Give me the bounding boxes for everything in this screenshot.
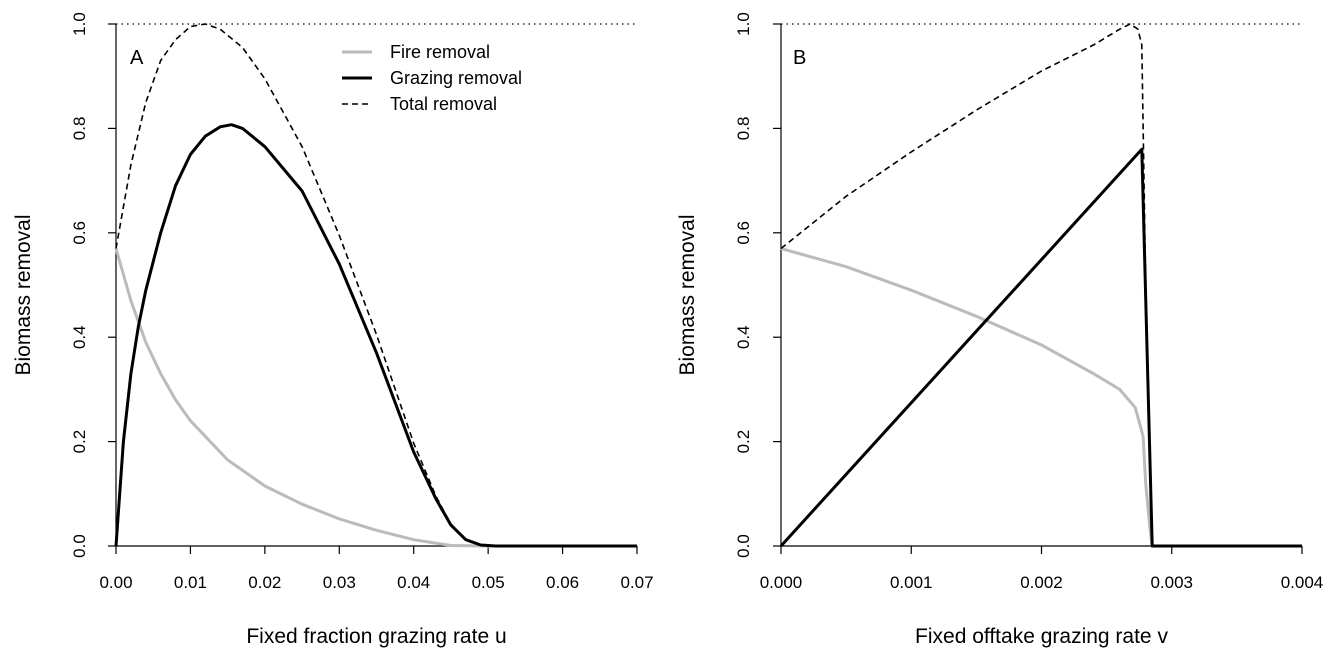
legend-label: Total removal	[390, 94, 497, 114]
y-tick-label: 0.8	[70, 117, 89, 141]
y-axis-title: Biomass removal	[12, 214, 35, 375]
x-tick-label: 0.04	[397, 573, 430, 592]
panel-label: A	[130, 47, 144, 69]
y-tick-label: 0.8	[734, 117, 753, 141]
x-tick-label: 0.03	[323, 573, 356, 592]
panel-label: B	[793, 47, 806, 69]
y-tick-label: 0.2	[734, 430, 753, 454]
y-tick-label: 0.0	[734, 534, 753, 558]
x-tick-label: 0.01	[174, 573, 207, 592]
y-axis-title: Biomass removal	[676, 214, 699, 375]
y-tick-label: 0.4	[734, 325, 753, 349]
x-tick-label: 0.004	[1281, 573, 1324, 592]
x-axis-title: Fixed offtake grazing rate v	[915, 625, 1168, 648]
y-tick-label: 0.6	[734, 221, 753, 245]
series-line-grazing-removal	[779, 147, 1302, 548]
x-tick-label: 0.02	[248, 573, 281, 592]
y-tick-label: 0.0	[70, 534, 89, 558]
x-tick-label: 0.00	[99, 573, 132, 592]
x-tick-label: 0.003	[1150, 573, 1193, 592]
y-tick-label: 0.4	[70, 325, 89, 349]
x-tick-label: 0.06	[546, 573, 579, 592]
x-tick-label: 0.000	[760, 573, 803, 592]
series-line-total-removal	[780, 23, 1153, 547]
x-tick-label: 0.05	[472, 573, 505, 592]
series-line-grazing-removal	[114, 123, 637, 548]
x-tick-label: 0.07	[620, 573, 653, 592]
y-tick-label: 1.0	[734, 12, 753, 36]
x-tick-label: 0.001	[890, 573, 933, 592]
legend-label: Fire removal	[390, 42, 490, 62]
y-tick-label: 1.0	[70, 12, 89, 36]
x-axis-title: Fixed fraction grazing rate u	[246, 625, 506, 648]
series-line-fire-removal	[114, 248, 637, 548]
series-line-fire-removal	[780, 247, 1302, 548]
y-tick-label: 0.6	[70, 221, 89, 245]
series-line-total-removal	[115, 23, 637, 547]
y-tick-label: 0.2	[70, 430, 89, 454]
legend-label: Grazing removal	[390, 68, 522, 88]
x-tick-label: 0.002	[1020, 573, 1063, 592]
